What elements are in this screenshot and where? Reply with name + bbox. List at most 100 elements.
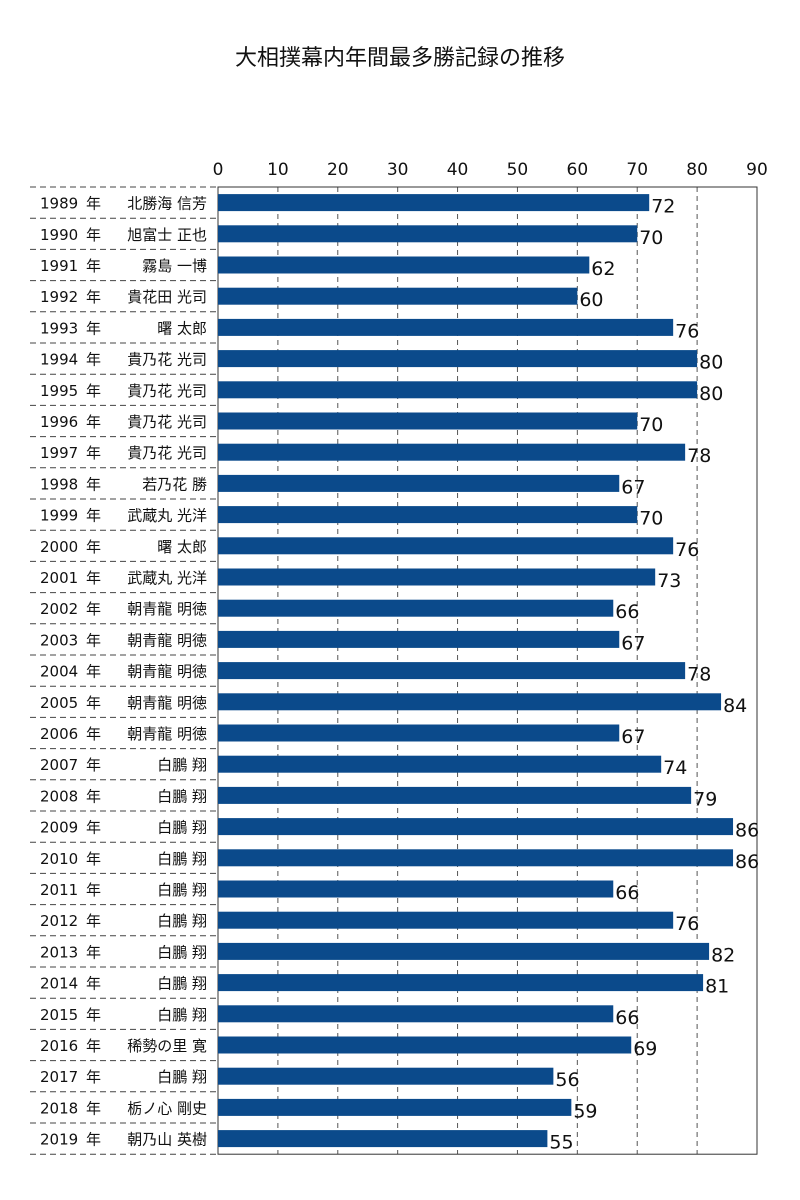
category-name: 貴乃花 光司 bbox=[127, 382, 207, 400]
category-year: 2001 bbox=[40, 569, 78, 587]
bar bbox=[218, 225, 638, 243]
bar bbox=[218, 849, 734, 867]
data-label: 67 bbox=[621, 726, 645, 748]
data-label: 80 bbox=[699, 383, 723, 405]
category-year: 2009 bbox=[40, 819, 78, 837]
category-unit: 年 bbox=[86, 1037, 101, 1055]
chart-title: 大相撲幕内年間最多勝記録の推移 bbox=[234, 46, 565, 71]
data-label: 66 bbox=[615, 601, 639, 623]
x-tick-label: 10 bbox=[267, 160, 289, 180]
category-name: 朝青龍 明徳 bbox=[127, 600, 207, 618]
category-name: 霧島 一博 bbox=[142, 257, 207, 275]
category-name: 白鵬 翔 bbox=[157, 819, 207, 837]
bar bbox=[218, 568, 656, 586]
category-unit: 年 bbox=[86, 1131, 101, 1149]
category-unit: 年 bbox=[86, 475, 101, 493]
category-name: 朝青龍 明徳 bbox=[127, 663, 207, 681]
data-label: 66 bbox=[615, 1007, 639, 1029]
bar bbox=[218, 662, 686, 680]
category-unit: 年 bbox=[86, 288, 101, 306]
bar bbox=[218, 786, 692, 804]
x-tick-label: 0 bbox=[213, 160, 224, 180]
category-unit: 年 bbox=[86, 1099, 101, 1117]
category-year: 1994 bbox=[40, 351, 78, 369]
category-unit: 年 bbox=[86, 195, 101, 213]
data-label: 76 bbox=[675, 320, 699, 342]
x-tick-label: 60 bbox=[567, 160, 589, 180]
data-label: 69 bbox=[633, 1038, 657, 1060]
category-unit: 年 bbox=[86, 850, 101, 868]
category-unit: 年 bbox=[86, 975, 101, 993]
category-year: 2019 bbox=[40, 1131, 78, 1149]
bar bbox=[218, 599, 614, 617]
category-year: 2014 bbox=[40, 975, 78, 993]
bar bbox=[218, 443, 686, 461]
category-name: 白鵬 翔 bbox=[157, 850, 207, 868]
category-unit: 年 bbox=[86, 444, 101, 462]
data-label: 70 bbox=[639, 227, 663, 249]
data-label: 80 bbox=[699, 352, 723, 374]
bar bbox=[218, 974, 704, 992]
category-year: 2016 bbox=[40, 1037, 78, 1055]
category-unit: 年 bbox=[86, 787, 101, 805]
category-name: 白鵬 翔 bbox=[157, 1068, 207, 1086]
category-unit: 年 bbox=[86, 351, 101, 369]
bar bbox=[218, 537, 674, 555]
bar bbox=[218, 256, 590, 274]
bar bbox=[218, 1036, 632, 1054]
category-name: 貴乃花 光司 bbox=[127, 413, 207, 431]
category-name: 白鵬 翔 bbox=[157, 943, 207, 961]
category-name: 北勝海 信芳 bbox=[127, 195, 207, 213]
category-unit: 年 bbox=[86, 1006, 101, 1024]
bar bbox=[218, 942, 710, 960]
category-year: 1996 bbox=[40, 413, 78, 431]
category-year: 1989 bbox=[40, 195, 78, 213]
data-label: 66 bbox=[615, 882, 639, 904]
category-name: 朝青龍 明徳 bbox=[127, 631, 207, 649]
data-label: 60 bbox=[579, 289, 603, 311]
category-year: 2003 bbox=[40, 631, 78, 649]
data-label: 56 bbox=[555, 1069, 579, 1091]
category-name: 曙 太郎 bbox=[157, 538, 207, 556]
x-tick-label: 30 bbox=[387, 160, 409, 180]
bar bbox=[218, 724, 620, 742]
bar bbox=[218, 880, 614, 898]
x-tick-label: 40 bbox=[447, 160, 469, 180]
category-unit: 年 bbox=[86, 663, 101, 681]
data-label: 72 bbox=[651, 196, 675, 218]
category-name: 白鵬 翔 bbox=[157, 1006, 207, 1024]
bar bbox=[218, 1130, 548, 1148]
category-name: 稀勢の里 寛 bbox=[127, 1037, 207, 1055]
category-year: 2002 bbox=[40, 600, 78, 618]
category-year: 2017 bbox=[40, 1068, 78, 1086]
data-label: 67 bbox=[621, 632, 645, 654]
x-tick-label: 50 bbox=[507, 160, 529, 180]
category-name: 武蔵丸 光洋 bbox=[127, 507, 207, 525]
bar bbox=[218, 911, 674, 929]
category-unit: 年 bbox=[86, 319, 101, 337]
category-year: 2018 bbox=[40, 1099, 78, 1117]
category-year: 2005 bbox=[40, 694, 78, 712]
category-year: 1993 bbox=[40, 319, 78, 337]
data-label: 79 bbox=[693, 788, 717, 810]
data-label: 86 bbox=[735, 820, 759, 842]
data-label: 76 bbox=[675, 539, 699, 561]
category-name: 曙 太郎 bbox=[157, 319, 207, 337]
bar bbox=[218, 630, 620, 648]
category-unit: 年 bbox=[86, 569, 101, 587]
category-unit: 年 bbox=[86, 1068, 101, 1086]
category-name: 白鵬 翔 bbox=[157, 912, 207, 930]
category-name: 貴花田 光司 bbox=[127, 288, 207, 306]
category-name: 武蔵丸 光洋 bbox=[127, 569, 207, 587]
bar bbox=[218, 381, 698, 399]
data-label: 86 bbox=[735, 851, 759, 873]
data-label: 81 bbox=[705, 976, 729, 998]
category-year: 2013 bbox=[40, 943, 78, 961]
data-label: 84 bbox=[723, 695, 747, 717]
x-tick-label: 20 bbox=[327, 160, 349, 180]
category-year: 1990 bbox=[40, 226, 78, 244]
bar bbox=[218, 350, 698, 368]
bar bbox=[218, 818, 734, 836]
x-tick-label: 80 bbox=[686, 160, 708, 180]
